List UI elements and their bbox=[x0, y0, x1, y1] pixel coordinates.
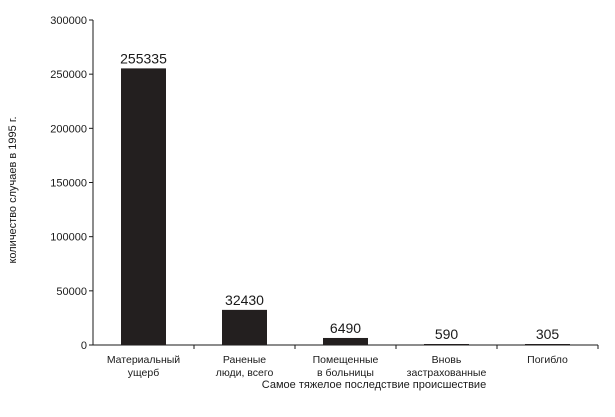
bar bbox=[121, 68, 166, 345]
y-tick-label: 150000 bbox=[50, 178, 87, 190]
category-label: Вновь застрахованные bbox=[407, 354, 487, 379]
category-label: Материальный ущерб bbox=[107, 354, 180, 379]
y-tick-label: 0 bbox=[81, 340, 87, 352]
category-label: Раненые люди, всего bbox=[216, 354, 274, 379]
data-label: 590 bbox=[435, 326, 459, 342]
category-label: Погибло bbox=[527, 354, 568, 366]
bar bbox=[424, 344, 469, 345]
data-label: 255335 bbox=[120, 50, 167, 66]
bar bbox=[323, 337, 368, 345]
data-label: 305 bbox=[536, 326, 560, 342]
y-axis: 0 50000 100000 150000 200000 250000 300000 bbox=[50, 15, 94, 352]
bars bbox=[121, 68, 570, 345]
data-label: 6490 bbox=[330, 320, 361, 336]
y-tick-label: 200000 bbox=[50, 123, 87, 135]
y-axis-title: количество случаев в 1995 г. bbox=[7, 116, 19, 263]
x-axis-title: Самое тяжелое последствие происшествие bbox=[262, 379, 486, 391]
category-labels: Материальный ущерб Раненые люди, всего Помещ… bbox=[107, 354, 568, 379]
data-label: 32430 bbox=[225, 292, 264, 308]
bar bbox=[525, 344, 570, 345]
y-tick-label: 100000 bbox=[50, 232, 87, 244]
y-tick-label: 250000 bbox=[50, 69, 87, 81]
y-tick-label: 300000 bbox=[50, 15, 87, 27]
bar bbox=[222, 309, 267, 345]
category-label: Помещенные в больницы bbox=[313, 354, 379, 379]
data-labels: 255335 32430 6490 590 305 bbox=[120, 50, 559, 342]
y-tick-label: 50000 bbox=[56, 286, 87, 298]
x-axis bbox=[93, 344, 599, 349]
